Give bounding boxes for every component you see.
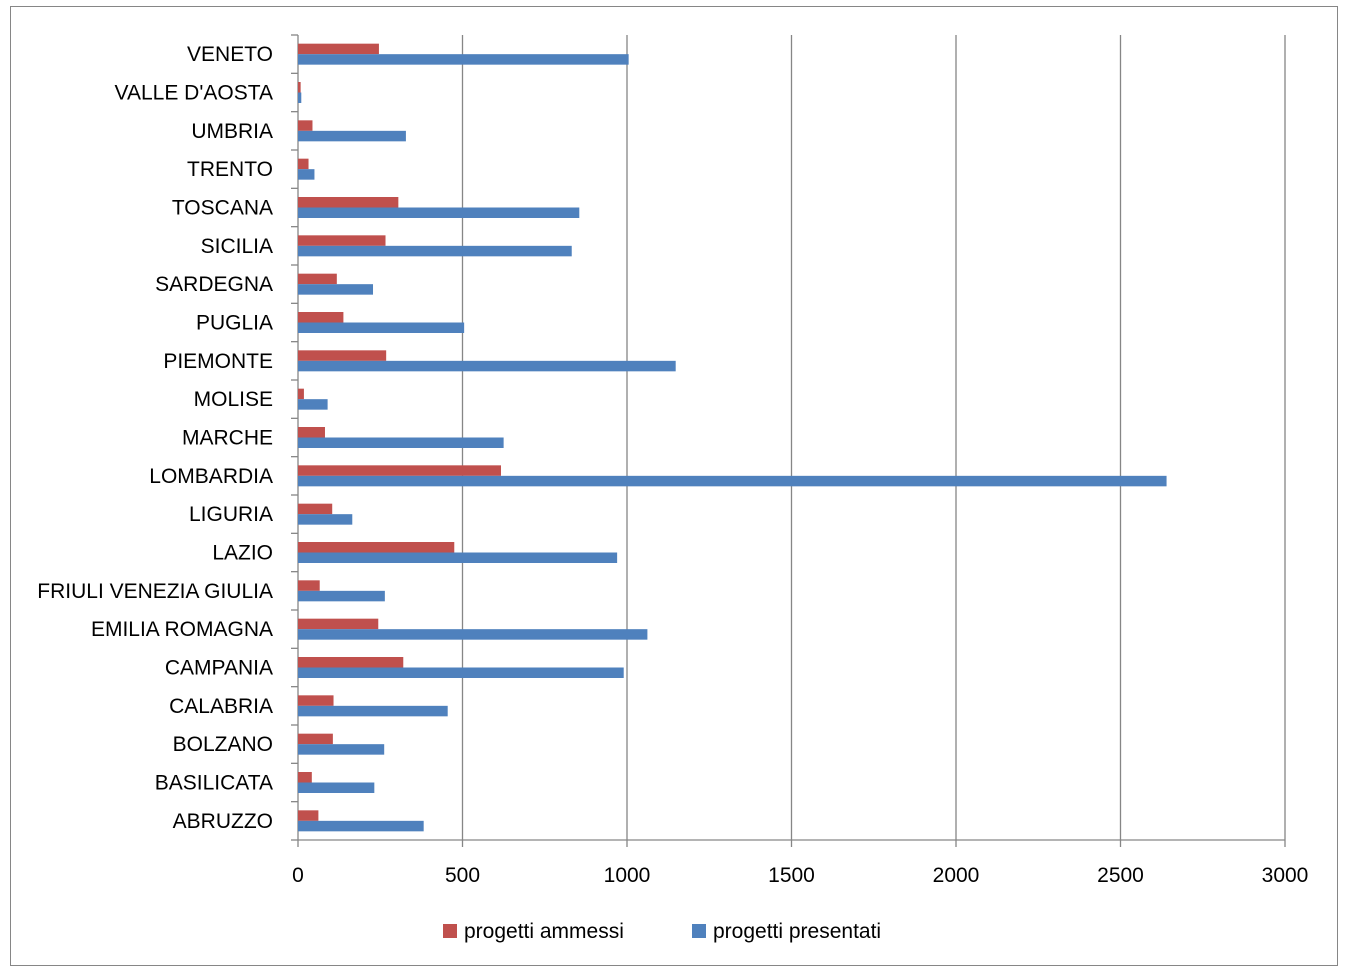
bar-ammessi xyxy=(298,618,379,630)
category-label: VALLE D'AOSTA xyxy=(115,82,273,105)
legend-presentati-swatch xyxy=(692,924,706,938)
legend-ammessi-swatch xyxy=(443,924,457,938)
bar-ammessi xyxy=(298,120,313,131)
category-label: VENETO xyxy=(187,43,273,66)
category-label: UMBRIA xyxy=(191,120,273,143)
category-label: LIGURIA xyxy=(189,503,273,526)
bar-presentati xyxy=(298,782,375,793)
category-label: SICILIA xyxy=(201,235,273,258)
bar-presentati xyxy=(298,284,374,295)
category-label: BOLZANO xyxy=(173,733,273,756)
bar-ammessi xyxy=(298,503,333,515)
category-label: EMILIA ROMAGNA xyxy=(91,618,273,641)
bar-ammessi xyxy=(298,43,379,55)
bar-presentati xyxy=(298,514,353,525)
category-label: TOSCANA xyxy=(172,197,273,220)
category-label: SARDEGNA xyxy=(155,273,273,296)
category-label: TRENTO xyxy=(187,158,273,181)
bar-ammessi xyxy=(298,810,319,821)
bar-ammessi xyxy=(298,158,309,170)
bar-ammessi xyxy=(298,657,404,668)
bar-ammessi xyxy=(298,427,325,438)
category-label: CALABRIA xyxy=(169,695,273,718)
bar-ammessi xyxy=(298,772,312,783)
category-label: MARCHE xyxy=(182,427,273,450)
bar-presentati xyxy=(298,92,302,103)
category-label: PUGLIA xyxy=(196,312,273,335)
bar-presentati xyxy=(298,130,406,142)
legend-ammessi-label: progetti ammessi xyxy=(464,920,624,943)
bar-presentati xyxy=(298,705,448,717)
bar-presentati xyxy=(298,322,465,333)
x-tick-label: 2500 xyxy=(1097,864,1144,887)
bar-ammessi xyxy=(298,733,333,745)
x-tick-label: 1000 xyxy=(604,864,651,887)
bar-presentati xyxy=(298,667,624,678)
bar-ammessi xyxy=(298,388,304,400)
bar-ammessi xyxy=(298,82,301,93)
bar-presentati xyxy=(298,437,504,448)
x-tick-label: 2000 xyxy=(933,864,980,887)
x-tick-label: 0 xyxy=(292,864,304,887)
category-label: BASILICATA xyxy=(155,772,273,795)
category-label: MOLISE xyxy=(194,388,273,411)
x-tick-label: 3000 xyxy=(1262,864,1309,887)
category-label: ABRUZZO xyxy=(173,810,273,833)
bar-presentati xyxy=(298,475,1167,487)
bar-presentati xyxy=(298,245,572,257)
category-label: LOMBARDIA xyxy=(149,465,273,488)
bar-presentati xyxy=(298,207,580,218)
bar-presentati xyxy=(298,169,315,180)
bar-ammessi xyxy=(298,235,386,246)
bar-ammessi xyxy=(298,695,334,706)
bar-presentati xyxy=(298,820,424,832)
category-label: FRIULI VENEZIA GIULIA xyxy=(37,580,273,603)
bar-presentati xyxy=(298,360,676,372)
x-tick-label: 500 xyxy=(445,864,480,887)
bar-presentati xyxy=(298,399,328,410)
bar-presentati xyxy=(298,744,385,755)
bar-presentati xyxy=(298,590,385,602)
bar-ammessi xyxy=(298,350,387,361)
bar-ammessi xyxy=(298,197,399,208)
category-label: CAMPANIA xyxy=(165,657,273,680)
bar-presentati xyxy=(298,629,648,640)
bar-ammessi xyxy=(298,273,337,285)
bar-ammessi xyxy=(298,312,344,323)
legend-presentati-label: progetti presentati xyxy=(713,920,881,943)
bar-presentati xyxy=(298,54,629,65)
bar-presentati xyxy=(298,552,618,563)
category-label: PIEMONTE xyxy=(163,350,273,373)
bar-ammessi xyxy=(298,542,455,553)
x-tick-label: 1500 xyxy=(768,864,815,887)
category-label: LAZIO xyxy=(212,542,273,565)
bar-ammessi xyxy=(298,580,320,591)
bar-ammessi xyxy=(298,465,501,476)
